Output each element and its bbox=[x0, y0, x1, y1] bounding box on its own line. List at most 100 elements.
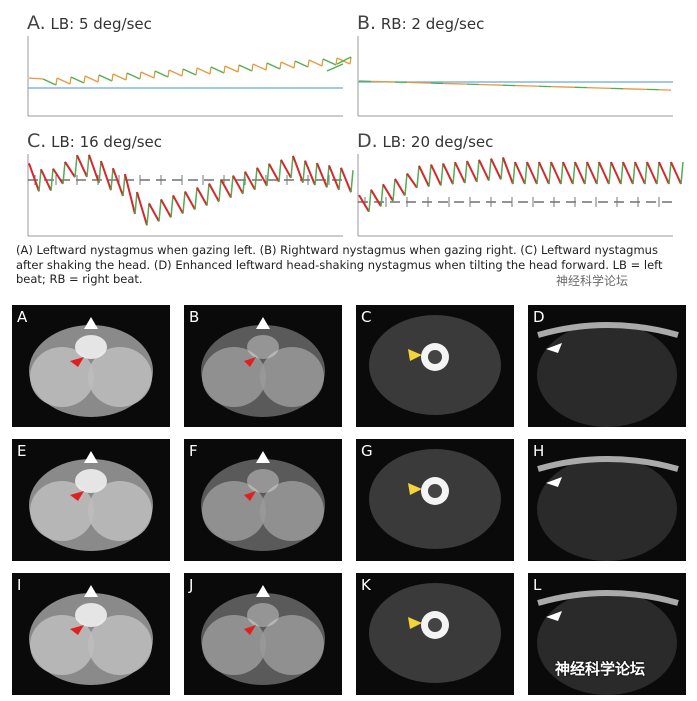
trace-segment bbox=[293, 60, 296, 69]
trace-fast-phase bbox=[302, 160, 306, 183]
mri-panel-h: H bbox=[528, 439, 686, 561]
trace-slow-phase bbox=[418, 165, 430, 188]
trace-slow-phase bbox=[76, 154, 88, 178]
trace-fast-phase bbox=[452, 162, 456, 185]
trace-segment bbox=[196, 67, 211, 75]
trace-slow-phase bbox=[340, 167, 352, 193]
trace-slow-phase bbox=[382, 183, 394, 202]
trace-fast-phase bbox=[146, 203, 150, 226]
trace-segment bbox=[209, 66, 212, 75]
mri-panel-l: L bbox=[528, 573, 686, 695]
mri-grid: A B C D bbox=[12, 305, 688, 697]
trace-segment bbox=[326, 63, 344, 72]
trace-slow-phase bbox=[550, 161, 562, 185]
mri-label: I bbox=[17, 576, 22, 594]
trace-fast-phase bbox=[98, 161, 102, 184]
panel-b-title: B. RB: 2 deg/sec bbox=[357, 12, 485, 34]
trace-segment bbox=[28, 77, 44, 80]
trace-slow-phase bbox=[136, 191, 148, 226]
trace-fast-phase bbox=[338, 167, 342, 190]
trace-segment bbox=[308, 59, 323, 67]
trace-fast-phase bbox=[680, 161, 684, 185]
trace-fast-phase bbox=[596, 161, 600, 185]
trace-slow-phase bbox=[148, 202, 160, 222]
trace-fast-phase bbox=[38, 169, 42, 192]
trace-segment bbox=[251, 63, 254, 72]
panel-d-trace bbox=[357, 154, 684, 237]
trace-slow-phase bbox=[646, 161, 658, 185]
mri-label: D bbox=[533, 308, 545, 326]
trace-fast-phase bbox=[314, 162, 318, 186]
trace-slow-phase bbox=[442, 162, 454, 185]
trace-slow-phase bbox=[502, 157, 514, 185]
mri-panel-b: B bbox=[184, 305, 342, 427]
trace-fast-phase bbox=[536, 161, 540, 185]
mri-panel-e: E bbox=[12, 439, 170, 561]
panel-c-title: C. LB: 16 deg/sec bbox=[27, 130, 163, 152]
panel-c-trace bbox=[27, 154, 354, 237]
trace-slow-phase bbox=[394, 178, 406, 197]
panel-d-title: D. LB: 20 deg/sec bbox=[357, 130, 494, 152]
trace-fast-phase bbox=[632, 161, 636, 185]
trace-slow-phase bbox=[112, 167, 124, 197]
trace-fast-phase bbox=[170, 195, 174, 218]
trace-slow-phase bbox=[358, 194, 370, 213]
trace-fast-phase bbox=[182, 191, 186, 214]
trace-slow-phase bbox=[526, 161, 538, 185]
trace-slow-phase bbox=[586, 161, 598, 185]
trace-segment bbox=[294, 60, 309, 68]
trace-slow-phase bbox=[490, 158, 502, 180]
trace-segment bbox=[224, 65, 239, 73]
trace-slow-phase bbox=[670, 161, 682, 185]
watermark-bottom: 神经科学论坛 bbox=[555, 660, 646, 678]
mri-label: H bbox=[533, 442, 545, 460]
trace-fast-phase bbox=[218, 179, 222, 202]
trace-segment bbox=[336, 56, 352, 65]
mri-panel-k: K bbox=[356, 573, 514, 695]
trace-fast-phase bbox=[290, 155, 294, 178]
trace-fast-phase bbox=[440, 163, 444, 186]
trace-slow-phase bbox=[220, 179, 232, 199]
trace-slow-phase bbox=[52, 168, 64, 185]
trace-segment bbox=[195, 67, 198, 76]
trace-fast-phase bbox=[416, 165, 420, 188]
trace-fast-phase bbox=[134, 191, 138, 215]
trace-fast-phase bbox=[572, 161, 576, 185]
watermark-top: 神经科学论坛 bbox=[556, 274, 629, 288]
trace-segment bbox=[55, 77, 58, 86]
panel-a-title: A. LB: 5 deg/sec bbox=[27, 12, 152, 34]
trace-segment bbox=[252, 63, 267, 71]
trace-slow-phase bbox=[406, 172, 418, 189]
trace-slow-phase bbox=[292, 155, 304, 183]
trace-fast-phase bbox=[644, 161, 648, 185]
trace-fast-phase bbox=[488, 158, 492, 181]
trace-fast-phase bbox=[110, 168, 114, 191]
trace-slow-phase bbox=[160, 198, 172, 218]
mri-label: A bbox=[17, 308, 28, 326]
trace-fast-phase bbox=[278, 159, 282, 182]
trace-slow-phase bbox=[196, 187, 208, 207]
trace-slow-phase bbox=[538, 161, 550, 185]
mri-label: E bbox=[17, 442, 27, 460]
trace-slow-phase bbox=[172, 194, 184, 214]
trace-slow-phase bbox=[478, 159, 490, 182]
mri-label: F bbox=[189, 442, 198, 460]
trace-slow-phase bbox=[328, 165, 340, 191]
trace-segment bbox=[112, 73, 127, 81]
trace-fast-phase bbox=[668, 161, 672, 185]
trace-segment bbox=[84, 75, 99, 83]
trace-slow-phase bbox=[514, 161, 526, 185]
mri-panel-g: G bbox=[356, 439, 514, 561]
trace-slow-phase bbox=[280, 159, 292, 179]
trace-fast-phase bbox=[266, 163, 270, 186]
panel-b-trace bbox=[357, 36, 673, 117]
trace-fast-phase bbox=[122, 173, 126, 197]
trace-segment bbox=[182, 68, 197, 76]
trace-slow-phase bbox=[232, 175, 244, 195]
mri-label: L bbox=[533, 576, 542, 594]
trace-fast-phase bbox=[476, 159, 480, 182]
mri-label: C bbox=[361, 308, 372, 326]
trace-fast-phase bbox=[50, 168, 54, 191]
trace-slow-phase bbox=[100, 160, 112, 191]
trace-fast-phase bbox=[380, 184, 384, 207]
